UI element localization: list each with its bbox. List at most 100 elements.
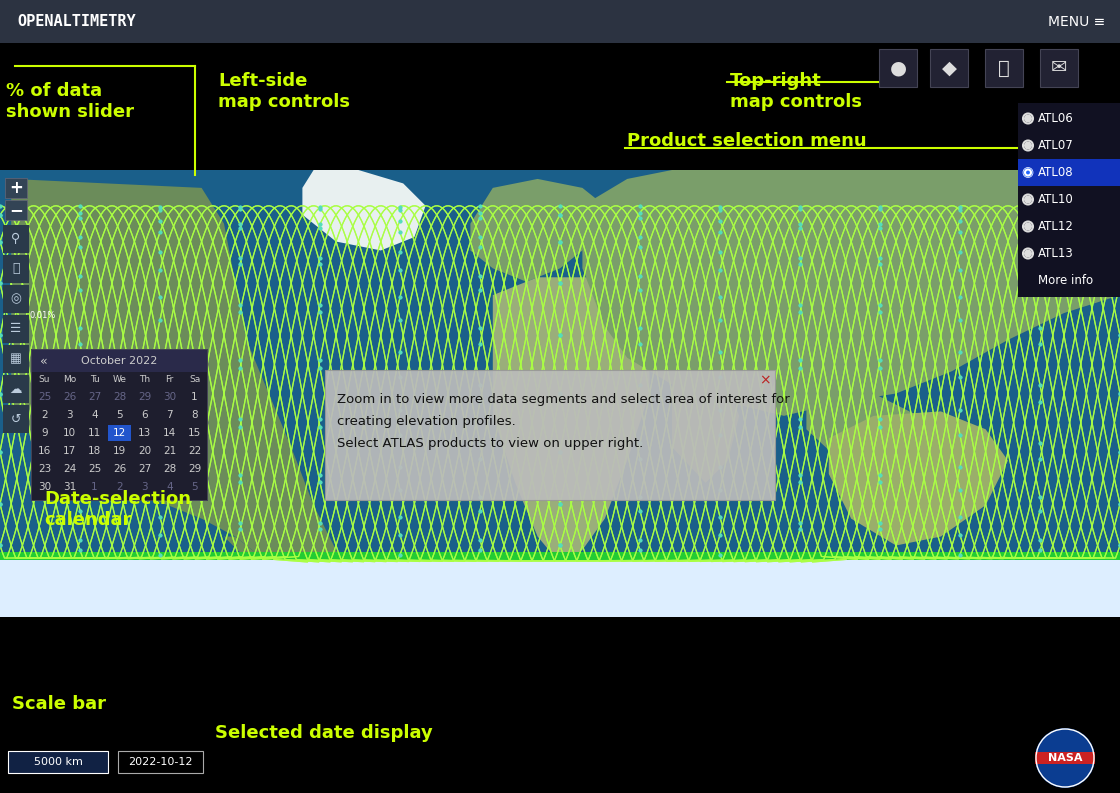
Text: ◆: ◆ — [942, 59, 956, 78]
Point — [391, 204, 409, 216]
Bar — [930, 49, 968, 87]
Point — [871, 258, 889, 270]
Bar — [1040, 49, 1077, 87]
Point — [0, 445, 9, 458]
Point — [472, 437, 489, 450]
Point — [472, 206, 489, 219]
Text: ATL12: ATL12 — [1038, 220, 1074, 233]
Point — [391, 529, 409, 542]
Point — [711, 215, 729, 228]
Point — [472, 491, 489, 504]
Point — [791, 202, 809, 215]
Point — [711, 529, 729, 542]
Point — [1032, 379, 1049, 392]
Point — [391, 313, 409, 326]
Point — [1032, 491, 1049, 504]
Point — [311, 476, 329, 488]
Point — [71, 231, 88, 243]
Bar — [3, 315, 29, 343]
Point — [551, 497, 569, 510]
Point — [711, 548, 729, 561]
Point — [711, 246, 729, 259]
Point — [791, 476, 809, 488]
Polygon shape — [829, 412, 1008, 546]
Point — [231, 305, 249, 318]
Circle shape — [1023, 167, 1033, 178]
Point — [951, 226, 969, 239]
Point — [551, 387, 569, 400]
Point — [1111, 236, 1120, 248]
Point — [71, 437, 88, 450]
Point — [951, 291, 969, 304]
Point — [631, 453, 648, 465]
Point — [871, 420, 889, 433]
Point — [311, 523, 329, 535]
Point — [631, 270, 648, 283]
Point — [71, 437, 88, 450]
Text: 28: 28 — [162, 464, 176, 474]
Text: Th: Th — [139, 376, 150, 385]
Point — [951, 484, 969, 496]
Bar — [3, 285, 29, 313]
Point — [1111, 539, 1120, 552]
Point — [951, 529, 969, 542]
Text: 5: 5 — [192, 482, 198, 492]
Point — [551, 209, 569, 221]
Point — [0, 329, 9, 342]
Point — [1111, 387, 1120, 400]
Point — [151, 226, 169, 239]
Point — [791, 251, 809, 264]
Point — [631, 491, 648, 504]
Point — [871, 420, 889, 433]
Point — [871, 476, 889, 488]
Text: % of data
shown slider: % of data shown slider — [6, 82, 134, 121]
Point — [791, 354, 809, 366]
Text: 27: 27 — [138, 464, 151, 474]
Point — [951, 204, 969, 216]
Point — [311, 420, 329, 433]
Text: −: − — [9, 201, 22, 219]
Point — [1032, 270, 1049, 283]
Point — [472, 240, 489, 253]
Point — [0, 236, 9, 248]
Point — [311, 222, 329, 235]
Point — [631, 396, 648, 408]
Point — [711, 215, 729, 228]
Point — [391, 346, 409, 358]
Point — [391, 215, 409, 228]
Point — [231, 305, 249, 318]
Point — [951, 246, 969, 259]
Point — [711, 404, 729, 416]
Point — [711, 370, 729, 383]
Point — [231, 362, 249, 374]
Bar — [3, 225, 29, 253]
Point — [472, 534, 489, 546]
Point — [71, 453, 88, 465]
Point — [871, 305, 889, 318]
Point — [631, 379, 648, 392]
Text: ⦿: ⦿ — [12, 262, 20, 275]
Point — [0, 497, 9, 510]
Point — [71, 240, 88, 253]
Point — [791, 362, 809, 374]
Point — [472, 200, 489, 213]
Point — [151, 461, 169, 473]
Point — [71, 544, 88, 557]
Point — [711, 511, 729, 523]
Point — [871, 354, 889, 366]
Point — [0, 209, 9, 221]
Point — [472, 396, 489, 408]
Point — [1032, 379, 1049, 392]
Point — [391, 204, 409, 216]
Point — [0, 277, 9, 289]
Point — [231, 517, 249, 530]
Point — [71, 534, 88, 546]
Point — [0, 387, 9, 400]
Point — [231, 354, 249, 366]
Point — [951, 484, 969, 496]
Point — [311, 412, 329, 425]
Point — [871, 201, 889, 214]
Point — [472, 212, 489, 224]
Point — [871, 362, 889, 374]
Point — [311, 201, 329, 214]
